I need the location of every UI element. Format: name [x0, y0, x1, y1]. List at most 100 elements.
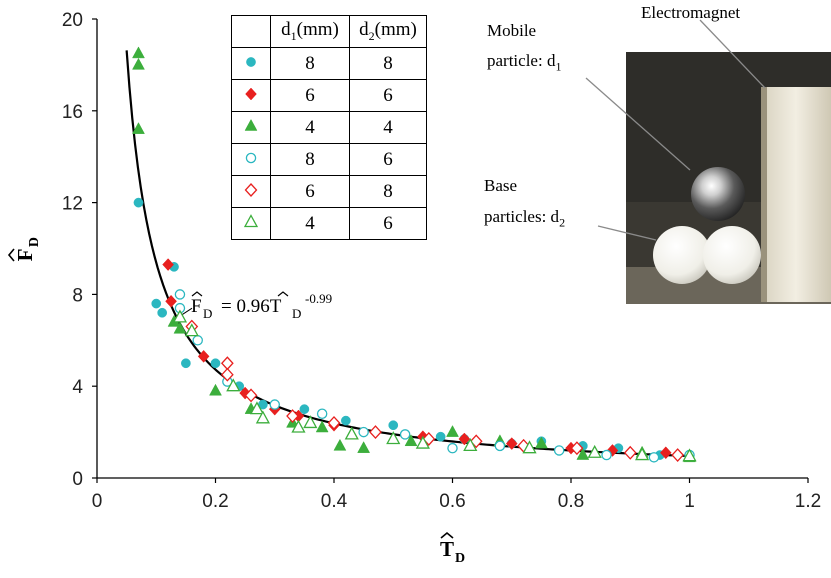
legend-marker — [244, 118, 258, 131]
legend-d1-value: 6 — [270, 79, 350, 112]
data-point — [333, 438, 347, 451]
data-points — [132, 46, 697, 463]
data-point — [132, 46, 145, 59]
data-point — [671, 448, 685, 463]
data-point — [659, 446, 672, 460]
data-point — [184, 323, 199, 337]
data-point — [369, 425, 382, 440]
x-tick-label: 0.4 — [321, 491, 348, 512]
data-point — [151, 298, 162, 309]
legend-d1-value: 8 — [270, 47, 350, 80]
fit-equation-part: = 0.96T — [221, 296, 282, 317]
fit-hat-f — [191, 291, 203, 297]
data-point — [576, 448, 590, 460]
legend-marker — [245, 152, 257, 163]
legend-d1-value: 6 — [270, 175, 350, 208]
data-point — [316, 408, 328, 419]
data-point — [269, 399, 280, 410]
data-point — [570, 441, 584, 456]
y-tick-label: 20 — [62, 10, 83, 31]
apparatus-photo — [626, 52, 831, 304]
annotation-mobile-line2: particle: d1 — [487, 51, 562, 74]
data-point — [174, 289, 186, 300]
data-point — [601, 449, 612, 461]
legend-d2-value: 4 — [349, 111, 427, 144]
data-point — [341, 415, 351, 426]
data-point — [132, 57, 145, 70]
data-point — [446, 425, 459, 437]
y-tick-label: 0 — [72, 469, 83, 490]
circle-marker-icon — [246, 56, 256, 67]
data-point — [386, 431, 401, 445]
data-point — [162, 258, 174, 271]
data-point — [244, 388, 258, 403]
legend-marker — [243, 213, 259, 227]
data-point — [299, 404, 310, 414]
data-point — [209, 383, 222, 396]
x-tick-label: 1 — [684, 491, 695, 512]
data-point — [344, 426, 359, 440]
data-point — [399, 429, 411, 440]
data-point — [210, 358, 221, 369]
y-axis-label: FD — [7, 237, 42, 262]
x-tick-label: 0 — [92, 491, 103, 512]
data-point — [255, 410, 270, 424]
annotation-mobile-line1: Mobile — [487, 21, 537, 40]
data-point — [172, 309, 188, 323]
data-point — [435, 431, 446, 442]
annotation-base: Base particles: d2 — [484, 175, 565, 233]
data-point — [415, 435, 430, 449]
electromagnet-icon — [761, 87, 831, 302]
fit-equation-part: D — [203, 306, 212, 321]
legend-d2-value: 8 — [349, 47, 427, 80]
data-point — [132, 122, 145, 134]
legend-marker — [244, 182, 258, 197]
fit-equation-part: F — [191, 296, 202, 317]
legend-symbol-cell — [231, 111, 271, 144]
axes — [92, 18, 809, 483]
legend-d1-value: 8 — [270, 143, 350, 176]
y-axis-label-subscript: D — [27, 237, 42, 247]
data-point — [291, 419, 306, 433]
data-point — [494, 440, 506, 452]
legend-d1-value: 4 — [270, 207, 350, 240]
x-axis-label-hat — [440, 531, 454, 539]
annotation-electromagnet: Electromagnet — [641, 3, 741, 22]
data-point — [463, 438, 478, 452]
x-tick-label: 0.6 — [439, 491, 465, 512]
x-tick-label: 0.2 — [202, 491, 228, 512]
data-point — [404, 434, 418, 447]
annotation-mobile: Mobile particle: d1 — [487, 20, 561, 77]
legend-symbol-cell — [231, 47, 271, 80]
diamond-marker-icon — [244, 182, 258, 197]
data-point — [522, 440, 537, 454]
legend-d2-value: 6 — [349, 207, 427, 240]
legend-d2-value: 8 — [349, 175, 427, 208]
legend-symbol-cell — [231, 79, 271, 112]
data-point — [197, 349, 210, 363]
x-axis-label-text: T — [440, 537, 454, 561]
data-point — [173, 321, 187, 334]
legend-header-d2: d2(mm) — [349, 15, 427, 48]
data-point — [192, 335, 203, 346]
data-point — [358, 426, 369, 438]
x-tick-label: 0.8 — [558, 491, 584, 512]
fit-equation-part: -0.99 — [305, 291, 332, 306]
legend-header-d1: d1(mm) — [270, 15, 350, 48]
triangle-marker-icon — [244, 118, 258, 131]
data-point — [226, 378, 241, 392]
annotation-base-line2: particles: d2 — [484, 207, 566, 230]
data-point — [635, 447, 650, 461]
fit-equation-part: D — [292, 306, 301, 321]
data-point — [249, 401, 265, 415]
y-tick-label: 12 — [62, 194, 83, 215]
data-point — [286, 409, 299, 423]
